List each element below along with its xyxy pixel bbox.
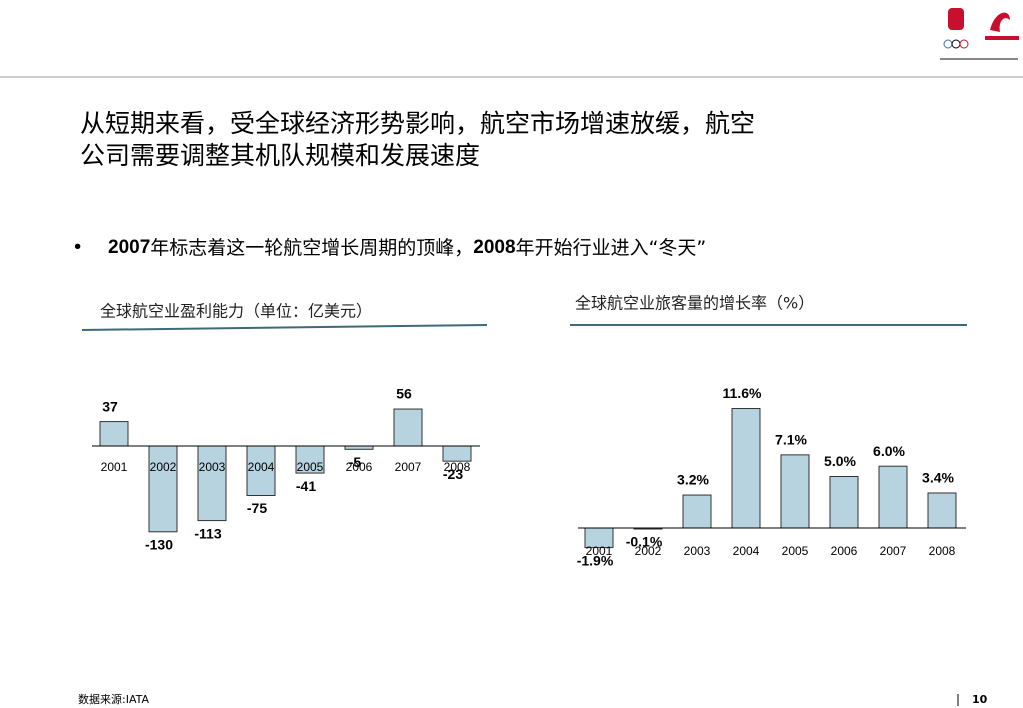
value-label: -23 bbox=[443, 466, 463, 482]
bar bbox=[197, 445, 227, 522]
bar bbox=[148, 445, 178, 533]
bullet-dot: • bbox=[72, 237, 83, 259]
slide-title: 从短期来看，受全球经济形势影响，航空市场增速放缓，航空 bbox=[80, 109, 755, 138]
value-label: -75 bbox=[247, 500, 267, 516]
bullet-part: 年开始行业进入“冬天” bbox=[516, 237, 707, 259]
value-label: 37 bbox=[102, 398, 118, 414]
x-tick-label: 2007 bbox=[880, 544, 907, 558]
value-label: 6.0% bbox=[873, 443, 905, 459]
value-label: 56 bbox=[396, 386, 412, 402]
bar bbox=[682, 494, 712, 529]
bullet-part: 年标志着这一轮航空增长周期的顶峰， bbox=[150, 237, 473, 259]
value-label: 3.2% bbox=[677, 472, 709, 488]
value-label: -5 bbox=[349, 454, 362, 470]
x-tick-label: 2004 bbox=[733, 544, 760, 558]
bar bbox=[731, 408, 761, 529]
source: 数据来源:IATA bbox=[78, 692, 149, 706]
bar bbox=[442, 445, 472, 462]
value-label: -130 bbox=[145, 537, 173, 553]
chart-title: 全球航空业盈利能力（单位：亿美元） bbox=[100, 302, 372, 321]
x-tick-label: 2008 bbox=[444, 460, 471, 474]
x-tick-label: 2005 bbox=[297, 460, 324, 474]
bullet-text: 2007年标志着这一轮航空增长周期的顶峰，2008年开始行业进入“冬天” bbox=[108, 237, 706, 259]
x-tick-label: 2004 bbox=[248, 460, 275, 474]
title-underline bbox=[81, 324, 488, 331]
chart-title: 全球航空业旅客量的增长率（%） bbox=[575, 294, 814, 313]
bar bbox=[829, 476, 859, 529]
value-label: -41 bbox=[296, 478, 316, 494]
bar bbox=[99, 421, 129, 447]
x-tick-label: 2001 bbox=[101, 460, 128, 474]
x-tick-label: 2002 bbox=[150, 460, 177, 474]
x-tick-label: 2005 bbox=[782, 544, 809, 558]
value-label: -1.9% bbox=[577, 552, 614, 568]
value-label: 11.6% bbox=[723, 385, 762, 401]
bullet-year: 2007 bbox=[108, 237, 150, 258]
slide-title: 公司需要调整其机队规模和发展速度 bbox=[80, 141, 480, 170]
x-tick-label: 2003 bbox=[684, 544, 711, 558]
value-label: 7.1% bbox=[775, 432, 807, 448]
x-tick-label: 2006 bbox=[831, 544, 858, 558]
bar bbox=[878, 465, 908, 529]
value-label: -0.1% bbox=[626, 534, 663, 550]
bullet-year: 2008 bbox=[473, 237, 515, 258]
x-tick-label: 2006 bbox=[346, 460, 373, 474]
bar bbox=[927, 492, 957, 529]
value-label: 5.0% bbox=[824, 453, 856, 469]
x-tick-label: 2002 bbox=[635, 544, 662, 558]
logos bbox=[940, 8, 1019, 60]
bar bbox=[780, 454, 810, 529]
bar bbox=[246, 445, 276, 496]
page-number: 10 bbox=[972, 693, 988, 706]
value-label: 3.4% bbox=[922, 470, 954, 486]
x-tick-label: 2007 bbox=[395, 460, 422, 474]
bar bbox=[393, 408, 423, 447]
x-tick-label: 2003 bbox=[199, 460, 226, 474]
x-tick-label: 2008 bbox=[929, 544, 956, 558]
value-label: -113 bbox=[194, 525, 221, 541]
x-tick-label: 2001 bbox=[586, 544, 613, 558]
